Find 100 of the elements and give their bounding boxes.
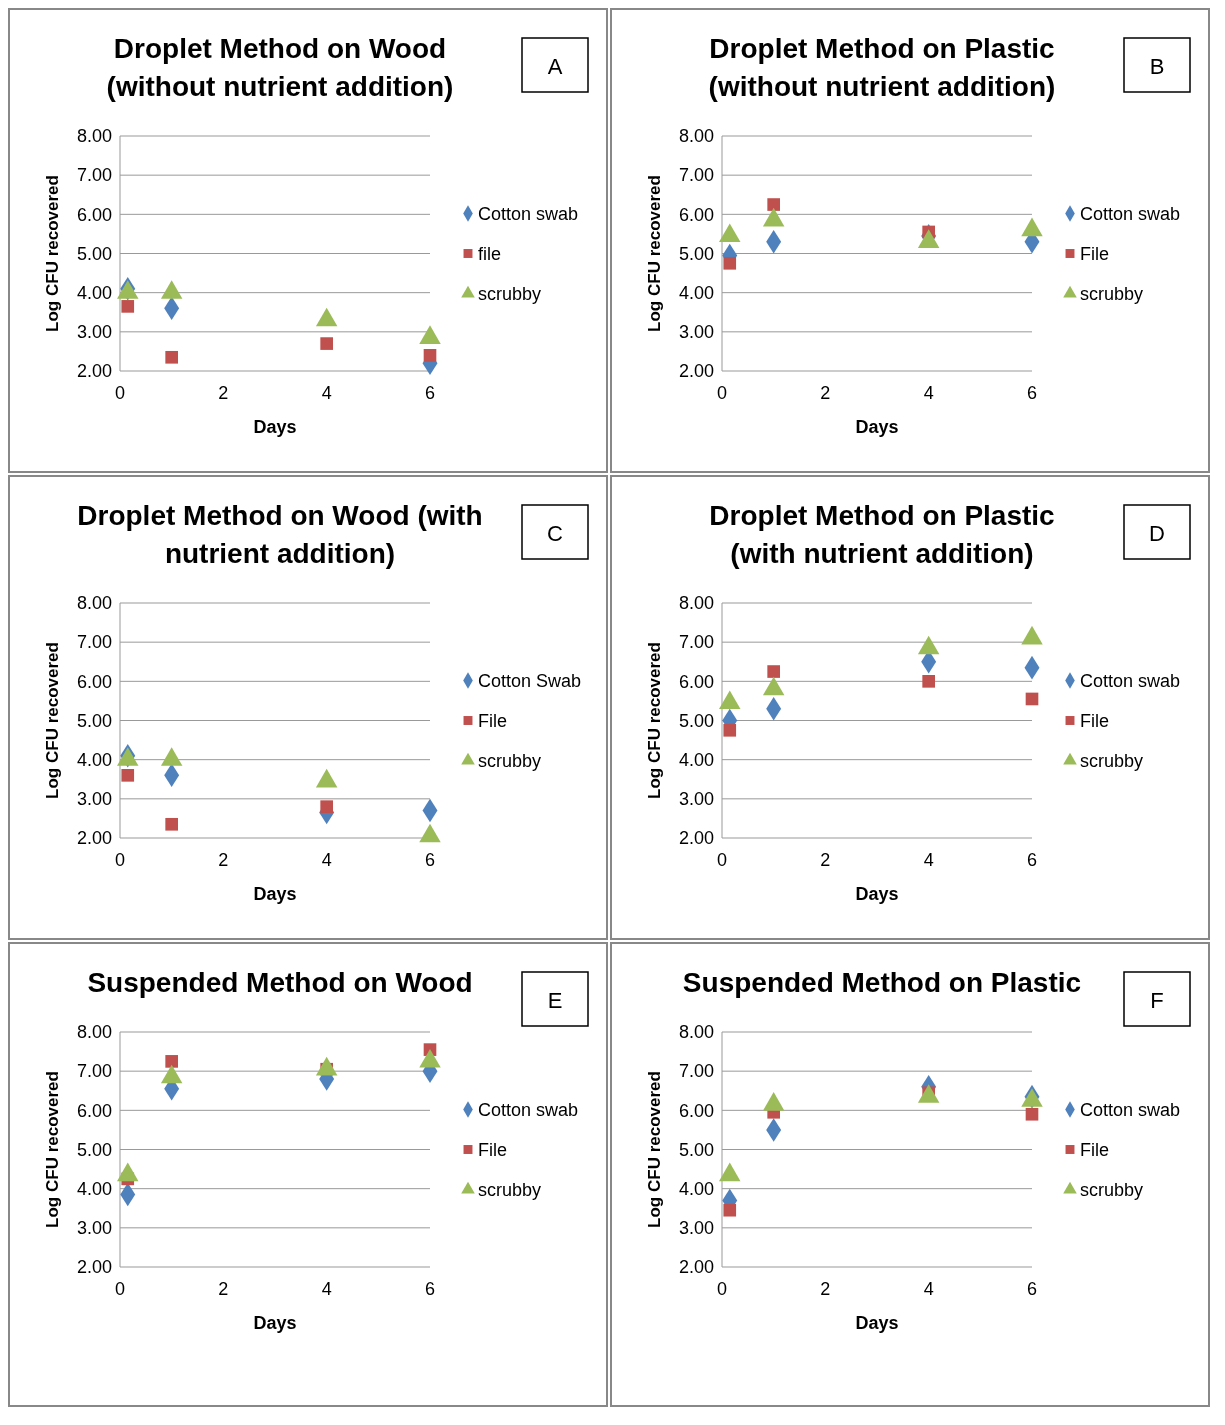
x-tick-label: 4 bbox=[321, 383, 332, 403]
x-tick-label: 4 bbox=[923, 1279, 934, 1299]
point bbox=[723, 723, 737, 737]
x-axis-title: Days bbox=[253, 884, 297, 904]
text: A bbox=[547, 54, 563, 79]
x-axis-title: Days bbox=[253, 417, 297, 437]
y-tick-label: 4.00 bbox=[678, 282, 714, 303]
y-tick-label: 6.00 bbox=[76, 671, 112, 692]
legend-label: File bbox=[478, 1139, 508, 1160]
x-tick-label: 0 bbox=[114, 1279, 126, 1299]
point bbox=[1025, 1107, 1039, 1121]
legend-label: scrubby bbox=[478, 750, 542, 771]
x-tick-label: 0 bbox=[716, 1279, 728, 1299]
y-tick-label: 3.00 bbox=[678, 322, 714, 343]
legend-label: scrubby bbox=[1080, 750, 1144, 771]
chart-title: Droplet Method on Wood (with nutrient addition) bbox=[77, 500, 483, 569]
y-tick-label: 7.00 bbox=[678, 1061, 714, 1082]
chart-title: Suspended Method on Plastic bbox=[682, 967, 1082, 998]
point bbox=[165, 1055, 178, 1068]
y-tick-label: 8.00 bbox=[678, 1022, 714, 1043]
text: F bbox=[1150, 988, 1164, 1013]
chart-title: Suspended Method on Wood bbox=[87, 967, 473, 998]
x-tick-label: 2 bbox=[820, 383, 831, 403]
y-tick-label: 4.00 bbox=[678, 1178, 714, 1199]
legend-label: scrubby bbox=[478, 1179, 542, 1200]
y-tick-label: 6.00 bbox=[76, 1100, 112, 1121]
x-tick-label: 2 bbox=[218, 850, 229, 870]
y-axis-title: Log CFU recovered bbox=[43, 175, 62, 332]
x-tick-label: 4 bbox=[923, 383, 934, 403]
point bbox=[1025, 692, 1039, 706]
y-tick-label: 5.00 bbox=[76, 710, 112, 731]
text: D bbox=[1149, 521, 1165, 546]
y-tick-label: 4.00 bbox=[678, 749, 714, 770]
point bbox=[922, 675, 935, 688]
x-tick-label: 6 bbox=[424, 383, 436, 403]
legend-label: Cotton swab bbox=[1080, 1099, 1181, 1120]
y-tick-label: 8.00 bbox=[76, 1022, 112, 1043]
x-tick-label: 6 bbox=[1026, 1279, 1038, 1299]
y-tick-label: 2.00 bbox=[678, 361, 714, 382]
x-tick-label: 2 bbox=[820, 1279, 831, 1299]
y-axis-title: Log CFU recovered bbox=[43, 642, 62, 799]
x-tick-label: 0 bbox=[716, 850, 728, 870]
y-tick-label: 5.00 bbox=[678, 710, 714, 731]
legend-label: Cotton swab bbox=[1080, 203, 1181, 224]
legend-label: Cotton swab bbox=[478, 203, 579, 224]
point bbox=[320, 800, 333, 813]
y-tick-label: 3.00 bbox=[678, 1218, 714, 1239]
y-tick-label: 5.00 bbox=[76, 243, 112, 264]
legend-label: scrubby bbox=[478, 283, 542, 304]
y-tick-label: 6.00 bbox=[76, 204, 112, 225]
point bbox=[121, 769, 135, 782]
x-tick-label: 0 bbox=[114, 383, 126, 403]
y-axis-title: Log CFU recovered bbox=[43, 1071, 62, 1228]
y-tick-label: 7.00 bbox=[76, 1061, 112, 1082]
y-tick-label: 3.00 bbox=[76, 789, 112, 810]
y-tick-label: 3.00 bbox=[76, 322, 112, 343]
chart-title: Droplet Method on Wood (without nutrient addition) bbox=[106, 33, 454, 102]
y-tick-label: 7.00 bbox=[678, 165, 714, 186]
x-axis-title: Days bbox=[855, 884, 899, 904]
legend-label: Cotton swab bbox=[1080, 670, 1181, 691]
text: B bbox=[1149, 54, 1165, 79]
x-tick-label: 2 bbox=[218, 383, 229, 403]
y-tick-label: 5.00 bbox=[76, 1139, 112, 1160]
legend-label: Cotton swab bbox=[478, 1099, 579, 1120]
y-axis-title: Log CFU recovered bbox=[645, 642, 664, 799]
x-tick-label: 4 bbox=[321, 850, 332, 870]
x-axis-title: Days bbox=[855, 1313, 899, 1333]
legend-label: Cotton Swab bbox=[478, 670, 582, 691]
y-tick-label: 3.00 bbox=[678, 789, 714, 810]
chart-title: Droplet Method on Plastic (with nutrient addition) bbox=[709, 500, 1055, 569]
x-tick-label: 4 bbox=[923, 850, 934, 870]
point bbox=[723, 1203, 737, 1217]
x-tick-label: 2 bbox=[218, 1279, 229, 1299]
point bbox=[767, 665, 780, 678]
legend-label: File bbox=[1080, 243, 1110, 264]
y-tick-label: 4.00 bbox=[76, 1178, 112, 1199]
x-tick-label: 2 bbox=[820, 850, 831, 870]
x-tick-label: 6 bbox=[424, 1279, 436, 1299]
y-tick-label: 2.00 bbox=[76, 361, 112, 382]
y-tick-label: 8.00 bbox=[76, 126, 112, 147]
y-tick-label: 6.00 bbox=[678, 671, 714, 692]
y-tick-label: 2.00 bbox=[76, 828, 112, 849]
x-tick-label: 6 bbox=[1026, 850, 1038, 870]
y-tick-label: 5.00 bbox=[678, 1139, 714, 1160]
text: E bbox=[547, 988, 563, 1013]
y-tick-label: 3.00 bbox=[76, 1218, 112, 1239]
legend-label: scrubby bbox=[1080, 1179, 1144, 1200]
y-axis-title: Log CFU recovered bbox=[645, 1071, 664, 1228]
x-tick-label: 0 bbox=[716, 383, 728, 403]
text: C bbox=[547, 521, 564, 546]
y-tick-label: 2.00 bbox=[76, 1257, 112, 1278]
y-tick-label: 8.00 bbox=[76, 593, 112, 614]
point bbox=[767, 198, 780, 211]
legend-label: file bbox=[478, 243, 502, 264]
y-tick-label: 2.00 bbox=[678, 828, 714, 849]
chart-title: Droplet Method on Plastic (without nutrient addition) bbox=[708, 33, 1056, 102]
y-axis-title: Log CFU recovered bbox=[645, 175, 664, 332]
y-tick-label: 8.00 bbox=[678, 593, 714, 614]
y-tick-label: 2.00 bbox=[678, 1257, 714, 1278]
y-tick-label: 7.00 bbox=[76, 632, 112, 653]
